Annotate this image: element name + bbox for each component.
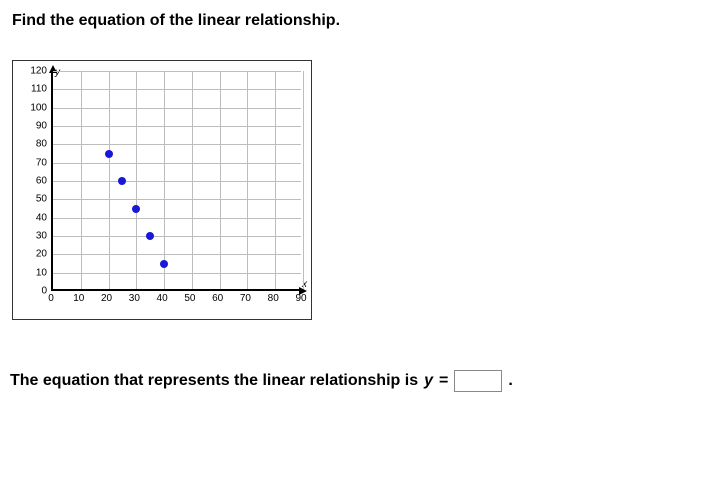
data-point (132, 205, 140, 213)
data-point (146, 232, 154, 240)
x-tick-label: 40 (152, 293, 172, 304)
x-tick-label: 10 (69, 293, 89, 304)
gridline-v (220, 71, 221, 289)
y-tick-label: 120 (17, 66, 47, 77)
gridline-h (53, 181, 301, 182)
x-tick-label: 60 (208, 293, 228, 304)
y-tick-label: 90 (17, 121, 47, 132)
y-tick-label: 10 (17, 267, 47, 278)
x-tick-label: 80 (263, 293, 283, 304)
gridline-h (53, 218, 301, 219)
gridline-h (53, 254, 301, 255)
scatter-chart: y x 010203040506070809001020304050607080… (12, 60, 312, 320)
data-point (118, 177, 126, 185)
x-tick-label: 50 (180, 293, 200, 304)
gridline-v (303, 71, 304, 289)
gridline-h (53, 199, 301, 200)
answer-prefix: The equation that represents the linear … (10, 372, 418, 390)
gridline-v (275, 71, 276, 289)
gridline-v (136, 71, 137, 289)
y-tick-label: 110 (17, 84, 47, 95)
gridline-h (53, 108, 301, 109)
y-tick-label: 30 (17, 231, 47, 242)
y-tick-label: 20 (17, 249, 47, 260)
question-text: Find the equation of the linear relation… (12, 12, 705, 30)
gridline-v (192, 71, 193, 289)
gridline-v (81, 71, 82, 289)
gridline-h (53, 71, 301, 72)
y-tick-label: 100 (17, 102, 47, 113)
y-tick-label: 40 (17, 212, 47, 223)
y-tick-label: 70 (17, 157, 47, 168)
answer-suffix: . (508, 372, 512, 390)
gridline-h (53, 236, 301, 237)
gridline-h (53, 273, 301, 274)
y-tick-label: 80 (17, 139, 47, 150)
data-point (105, 150, 113, 158)
x-tick-label: 30 (124, 293, 144, 304)
gridline-v (109, 71, 110, 289)
gridline-h (53, 126, 301, 127)
gridline-v (247, 71, 248, 289)
answer-prompt: The equation that represents the linear … (10, 370, 705, 392)
y-tick-label: 0 (17, 286, 47, 297)
gridline-h (53, 144, 301, 145)
y-tick-label: 60 (17, 176, 47, 187)
gridline-v (164, 71, 165, 289)
gridline-h (53, 163, 301, 164)
data-point (160, 260, 168, 268)
x-tick-label: 20 (97, 293, 117, 304)
answer-var: y (424, 372, 433, 390)
y-tick-label: 50 (17, 194, 47, 205)
plot-area (51, 71, 301, 291)
gridline-h (53, 89, 301, 90)
answer-input[interactable] (454, 370, 502, 392)
x-tick-label: 70 (235, 293, 255, 304)
answer-equals: = (439, 372, 448, 390)
x-tick-label: 90 (291, 293, 311, 304)
